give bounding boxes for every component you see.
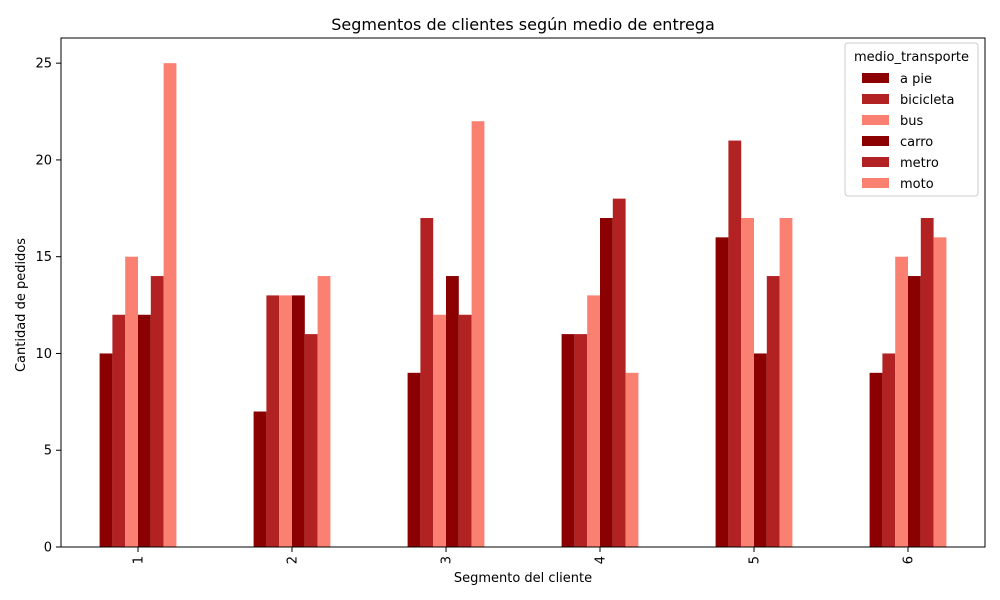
legend-label-a-pie: a pie <box>900 72 932 87</box>
bar-bicicleta-segment-2 <box>266 295 280 547</box>
legend-swatch-carro <box>862 136 889 146</box>
bar-a-pie-segment-3 <box>407 372 421 547</box>
legend-swatch-metro <box>862 157 889 167</box>
bar-bicicleta-segment-1 <box>112 314 126 547</box>
bar-carro-segment-1 <box>138 314 151 547</box>
y-axis-title: Cantidad de pedidos <box>14 238 29 372</box>
bar-carro-segment-4 <box>600 217 613 548</box>
bar-bus-segment-1 <box>125 256 138 547</box>
legend-label-bicicleta: bicicleta <box>900 93 954 108</box>
chart-title: Segmentos de clientes según medio de ent… <box>331 15 715 34</box>
bar-moto-segment-4 <box>625 372 639 547</box>
x-tick-label-5: 5 <box>748 556 763 564</box>
legend-label-moto: moto <box>900 177 934 192</box>
legend-swatch-bicicleta <box>862 94 889 104</box>
bar-moto-segment-2 <box>317 276 331 547</box>
x-tick-label-6: 6 <box>902 556 917 564</box>
bar-bicicleta-segment-3 <box>420 217 434 548</box>
bar-carro-segment-6 <box>908 276 921 547</box>
bar-moto-segment-5 <box>779 217 793 548</box>
bar-a-pie-segment-6 <box>869 372 883 547</box>
bar-bus-segment-5 <box>741 217 754 548</box>
bar-a-pie-segment-5 <box>715 237 729 547</box>
y-tick-label: 15 <box>35 250 52 265</box>
legend-swatch-moto <box>862 178 889 188</box>
bar-bicicleta-segment-6 <box>882 353 896 547</box>
y-tick-label: 5 <box>44 444 52 459</box>
legend-label-carro: carro <box>900 135 933 150</box>
bar-bus-segment-2 <box>279 295 292 547</box>
legend-label-bus: bus <box>900 114 923 129</box>
bar-metro-segment-6 <box>920 217 934 548</box>
bar-moto-segment-1 <box>163 63 177 547</box>
bar-moto-segment-6 <box>933 237 947 547</box>
bar-carro-segment-2 <box>292 295 305 547</box>
x-tick-label-4: 4 <box>594 556 609 564</box>
bar-metro-segment-1 <box>150 276 164 547</box>
x-axis-title: Segmento del cliente <box>454 571 592 586</box>
bar-bicicleta-segment-5 <box>728 140 742 547</box>
bar-a-pie-segment-2 <box>253 411 267 547</box>
legend-swatch-a-pie <box>862 73 889 83</box>
legend-title: medio_transporte <box>854 50 969 65</box>
x-tick-label-3: 3 <box>440 556 455 564</box>
bar-a-pie-segment-1 <box>99 353 113 547</box>
legend-swatch-bus <box>862 115 889 125</box>
bar-carro-segment-5 <box>754 353 767 547</box>
bars-group <box>99 63 947 548</box>
bar-carro-segment-3 <box>446 276 459 547</box>
bar-metro-segment-3 <box>458 314 472 547</box>
bar-metro-segment-2 <box>304 334 318 547</box>
x-tick-label-2: 2 <box>286 556 301 564</box>
bar-bus-segment-6 <box>895 256 908 547</box>
y-tick-label: 20 <box>35 153 52 168</box>
y-tick-label: 10 <box>35 347 52 362</box>
bar-metro-segment-5 <box>766 276 780 547</box>
x-tick-label-1: 1 <box>132 556 147 564</box>
x-axis: 1 2 3 4 5 6 <box>132 547 917 564</box>
bar-metro-segment-4 <box>612 198 626 547</box>
y-axis: 0 5 10 15 20 25 <box>35 57 61 556</box>
y-tick-label: 25 <box>35 57 52 72</box>
bar-bicicleta-segment-4 <box>574 334 588 547</box>
bar-moto-segment-3 <box>471 121 485 547</box>
y-tick-label: 0 <box>44 541 52 556</box>
bar-bus-segment-4 <box>587 295 600 547</box>
bar-bus-segment-3 <box>433 314 446 547</box>
plot-frame <box>60 37 986 548</box>
legend-label-metro: metro <box>900 156 939 171</box>
bar-a-pie-segment-4 <box>561 334 575 547</box>
